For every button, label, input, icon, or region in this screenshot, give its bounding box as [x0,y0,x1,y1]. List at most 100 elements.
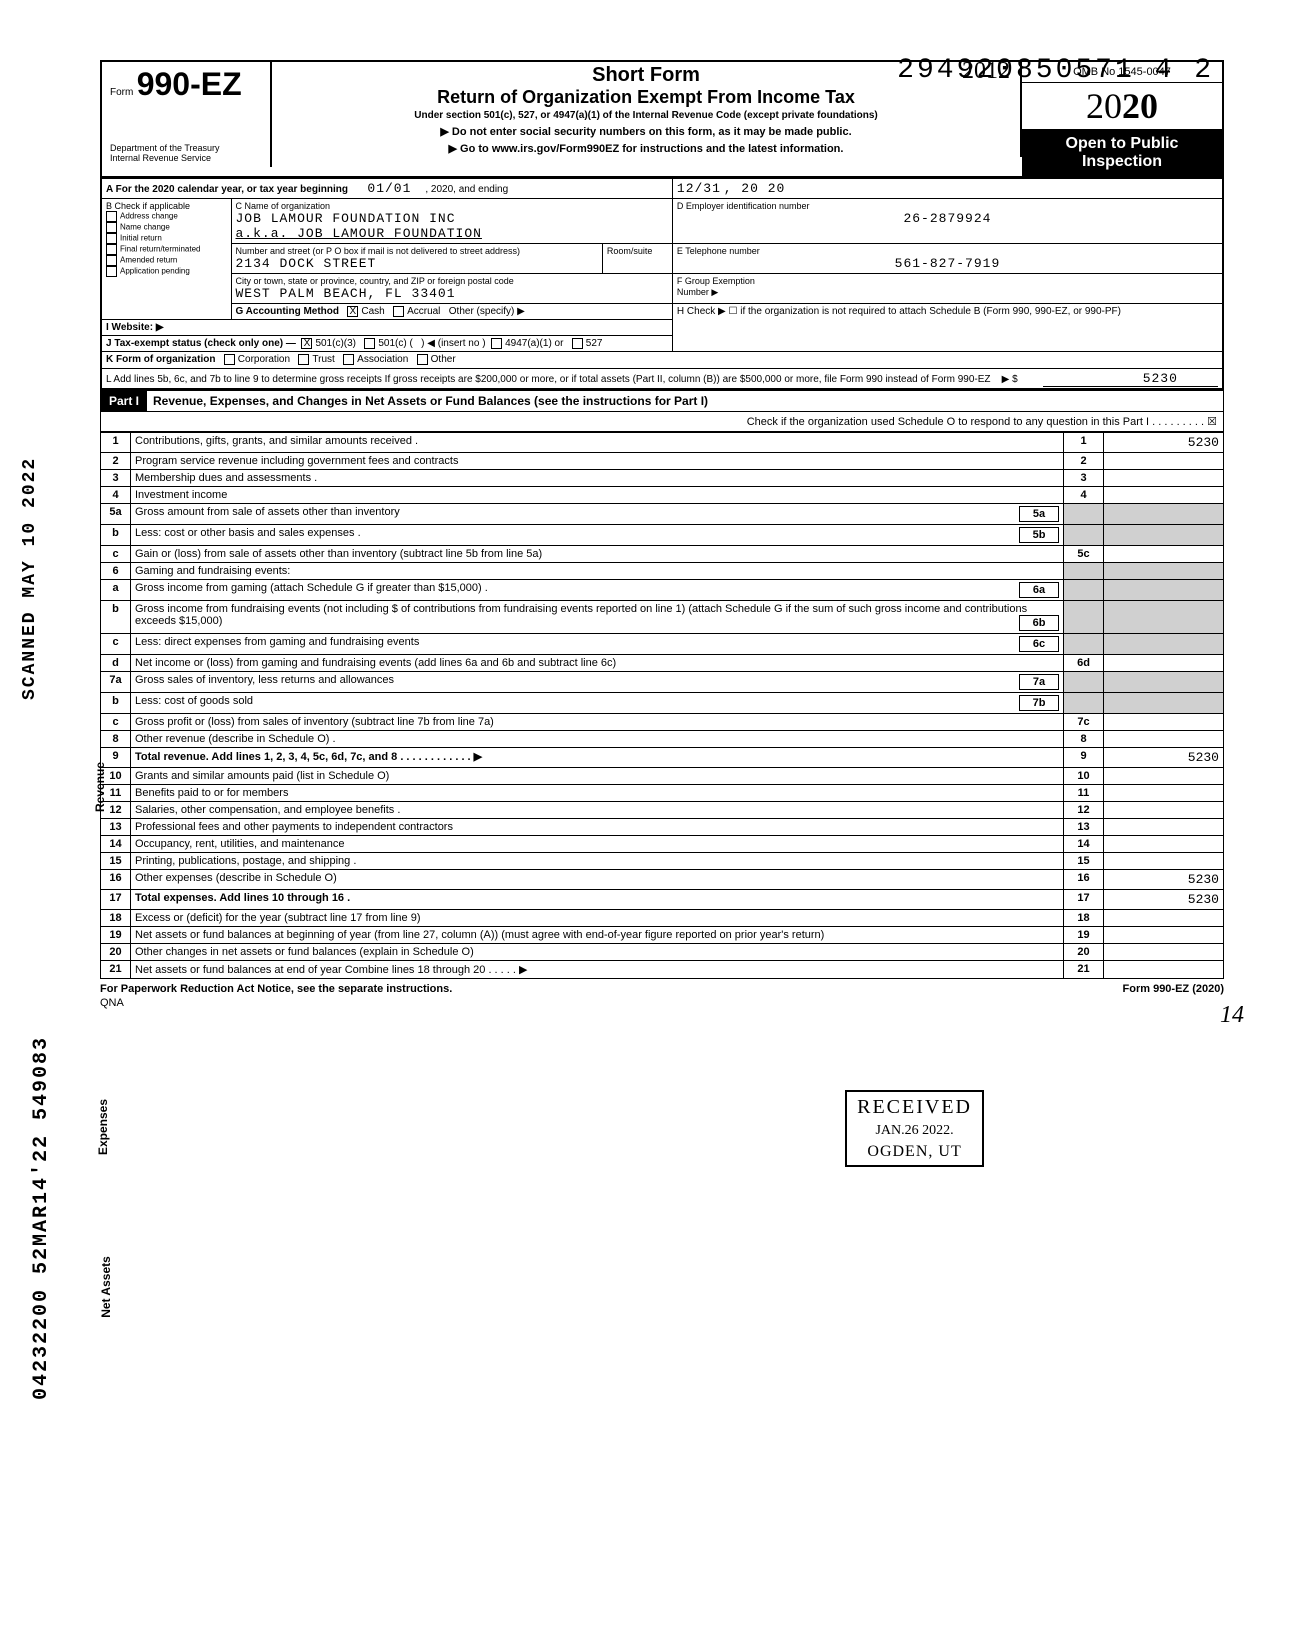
sub-box: 6c [1019,636,1059,652]
boxb-item: Application pending [106,266,227,277]
line-number: 13 [101,818,131,835]
line-desc: Gaming and fundraising events: [131,562,1064,579]
line-box: 1 [1064,432,1104,452]
4947-checkbox[interactable] [491,338,502,349]
line-box: 11 [1064,784,1104,801]
line-number: 20 [101,943,131,960]
line-a-end-y: , 20 20 [724,181,786,196]
line-amount [1104,835,1224,852]
addr-label: Number and street (or P O box if mail is… [236,246,598,256]
501c3-checkbox[interactable]: X [301,338,312,349]
line-amount [1104,633,1224,654]
sub-box: 6a [1019,582,1059,598]
line-desc: Total revenue. Add lines 1, 2, 3, 4, 5c,… [131,747,1064,767]
boxb-checkbox[interactable] [106,255,117,266]
line-desc: Other expenses (describe in Schedule O) [131,869,1064,889]
boxb-item: Final return/terminated [106,244,227,255]
title-warn2: ▶ Go to www.irs.gov/Form990EZ for instru… [278,142,1014,155]
line-amount: 5230 [1104,869,1224,889]
line-amount [1104,600,1224,633]
lines-table: 1Contributions, gifts, grants, and simil… [100,432,1224,979]
line-number: 19 [101,926,131,943]
line-desc: Total expenses. Add lines 10 through 16 … [131,889,1064,909]
line-box [1064,671,1104,692]
line-box: 20 [1064,943,1104,960]
line-amount [1104,713,1224,730]
line-number: c [101,545,131,562]
501c-checkbox[interactable] [364,338,375,349]
line-amount [1104,486,1224,503]
corp-checkbox[interactable] [224,354,235,365]
line-amount [1104,671,1224,692]
line-desc: Grants and similar amounts paid (list in… [131,767,1064,784]
line-desc: Gross sales of inventory, less returns a… [131,671,1064,692]
accrual-checkbox[interactable] [393,306,404,317]
line-box [1064,579,1104,600]
line-box: 8 [1064,730,1104,747]
line-row: dNet income or (loss) from gaming and fu… [101,654,1224,671]
line-number: 5a [101,503,131,524]
sub-box: 7a [1019,674,1059,690]
trust-checkbox[interactable] [298,354,309,365]
line-a-begin: 01/01 [367,181,411,196]
revenue-section-label: Revenue [93,762,107,812]
line-number: 18 [101,909,131,926]
title-main: Short Form [278,64,1014,87]
line-desc: Occupancy, rent, utilities, and maintena… [131,835,1064,852]
line-amount [1104,784,1224,801]
dept-l2: Internal Revenue Service [110,153,262,163]
line-desc: Gross income from gaming (attach Schedul… [131,579,1064,600]
line-amount [1104,926,1224,943]
cash-checkbox[interactable]: X [347,306,358,317]
line-desc: Contributions, gifts, grants, and simila… [131,432,1064,452]
line-amount: 5230 [1104,747,1224,767]
line-desc: Less: cost or other basis and sales expe… [131,524,1064,545]
inspection-l1: Open to Public [1026,135,1218,153]
line-number: 21 [101,960,131,978]
boxb-item: Address change [106,211,227,222]
boxb-item: Amended return [106,255,227,266]
line-row: 21Net assets or fund balances at end of … [101,960,1224,978]
title-sub: Return of Organization Exempt From Incom… [278,87,1014,108]
line-box [1064,524,1104,545]
boxb-checkbox[interactable] [106,244,117,255]
inspection-badge: Open to Public Inspection [1022,129,1222,176]
cash-label: Cash [361,306,384,317]
box-b-label: B Check if applicable [106,201,227,211]
line-desc: Other changes in net assets or fund bala… [131,943,1064,960]
line-row: 11Benefits paid to or for members11 [101,784,1224,801]
received-date: JAN.26 2022. [857,1123,972,1139]
line-desc: Printing, publications, postage, and shi… [131,852,1064,869]
dept-l1: Department of the Treasury [110,143,262,153]
line-amount: 5230 [1104,889,1224,909]
line-desc: Salaries, other compensation, and employ… [131,801,1064,818]
line-number: a [101,579,131,600]
boxb-checkbox[interactable] [106,233,117,244]
line-row: bLess: cost or other basis and sales exp… [101,524,1224,545]
line-box: 13 [1064,818,1104,835]
line-box [1064,503,1104,524]
boxb-checkbox[interactable] [106,266,117,277]
line-a-label: A For the 2020 calendar year, or tax yea… [106,184,348,195]
527-checkbox[interactable] [572,338,583,349]
line-box: 9 [1064,747,1104,767]
line-box [1064,600,1104,633]
footer-right: Form 990-EZ (2020) [1123,983,1224,995]
sub-box: 7b [1019,695,1059,711]
boxb-checkbox[interactable] [106,211,117,222]
line-box: 21 [1064,960,1104,978]
side-number-stamp: 04232200 52MAR14'22 549083 [30,1036,53,1400]
line-desc: Program service revenue including govern… [131,452,1064,469]
title-warn1: ▶ Do not enter social security numbers o… [278,125,1014,138]
line-box: 4 [1064,486,1104,503]
line-row: 10Grants and similar amounts paid (list … [101,767,1224,784]
assoc-checkbox[interactable] [343,354,354,365]
tax-year: 2020 [1022,83,1222,129]
part1-row: Part I Revenue, Expenses, and Changes in… [100,390,1224,412]
k-o1: Corporation [238,355,290,366]
line-l-val: 5230 [1043,371,1218,387]
line-desc: Professional fees and other payments to … [131,818,1064,835]
other-checkbox[interactable] [417,354,428,365]
j-o4: 527 [586,338,603,349]
boxb-checkbox[interactable] [106,222,117,233]
